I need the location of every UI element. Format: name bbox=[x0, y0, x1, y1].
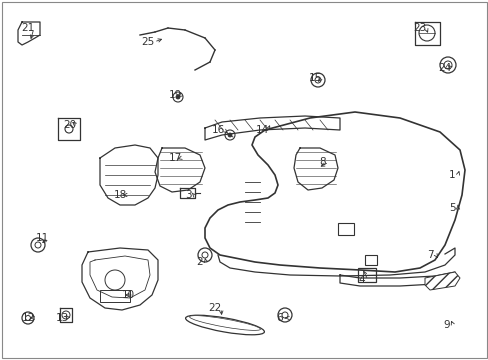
Text: 20: 20 bbox=[63, 120, 77, 130]
Text: 3: 3 bbox=[184, 190, 191, 200]
Text: 12: 12 bbox=[21, 313, 35, 323]
Text: 15: 15 bbox=[308, 73, 321, 83]
Text: 4: 4 bbox=[358, 275, 365, 285]
Text: 8: 8 bbox=[319, 157, 325, 167]
Circle shape bbox=[176, 95, 180, 99]
Text: 1: 1 bbox=[448, 170, 454, 180]
Text: 25: 25 bbox=[141, 37, 154, 47]
Text: 22: 22 bbox=[208, 303, 221, 313]
Ellipse shape bbox=[185, 315, 264, 335]
Text: 7: 7 bbox=[426, 250, 432, 260]
Text: 23: 23 bbox=[412, 23, 426, 33]
Text: 19: 19 bbox=[168, 90, 181, 100]
Polygon shape bbox=[424, 272, 459, 290]
Ellipse shape bbox=[189, 316, 260, 330]
Text: 14: 14 bbox=[255, 125, 268, 135]
Text: 5: 5 bbox=[448, 203, 454, 213]
Text: 2: 2 bbox=[196, 257, 203, 267]
Text: 9: 9 bbox=[443, 320, 449, 330]
Text: 6: 6 bbox=[276, 313, 283, 323]
Text: 24: 24 bbox=[437, 63, 451, 73]
Text: 13: 13 bbox=[55, 313, 68, 323]
Circle shape bbox=[227, 133, 231, 137]
Text: 16: 16 bbox=[211, 125, 224, 135]
Text: 18: 18 bbox=[113, 190, 126, 200]
Text: 10: 10 bbox=[121, 290, 134, 300]
Text: 11: 11 bbox=[35, 233, 48, 243]
Text: 21: 21 bbox=[21, 23, 35, 33]
Text: 17: 17 bbox=[168, 153, 181, 163]
